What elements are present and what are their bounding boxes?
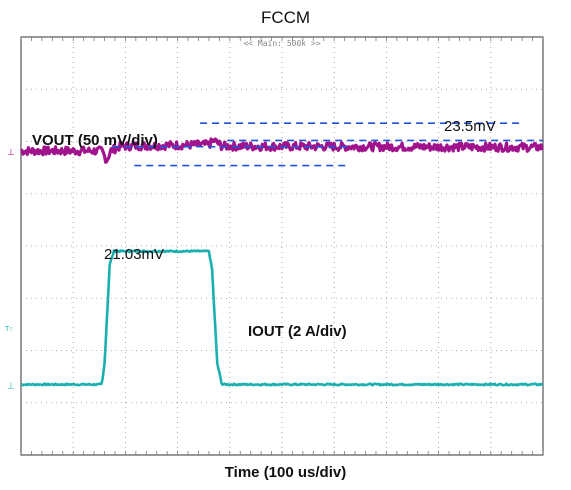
iout-trigger-marker: T↑ [5,326,13,333]
vout-ground-marker: ⊥ [7,147,15,157]
iout-channel-label: IOUT (2 A/div) [248,323,347,340]
vout-trace [20,137,544,164]
chart-title: FCCM [260,8,311,27]
iout-ground-marker: ⊥ [7,380,15,390]
overshoot-annotation: 23.5mV [444,118,496,135]
iout-trace [20,249,544,387]
timebase-label: << Main: 500k >> [243,39,320,48]
vout-channel-label: VOUT (50 mV/div) [32,132,158,149]
undershoot-annotation: 21.03mV [104,246,165,263]
x-axis-label: Time (100 us/div) [224,464,347,481]
